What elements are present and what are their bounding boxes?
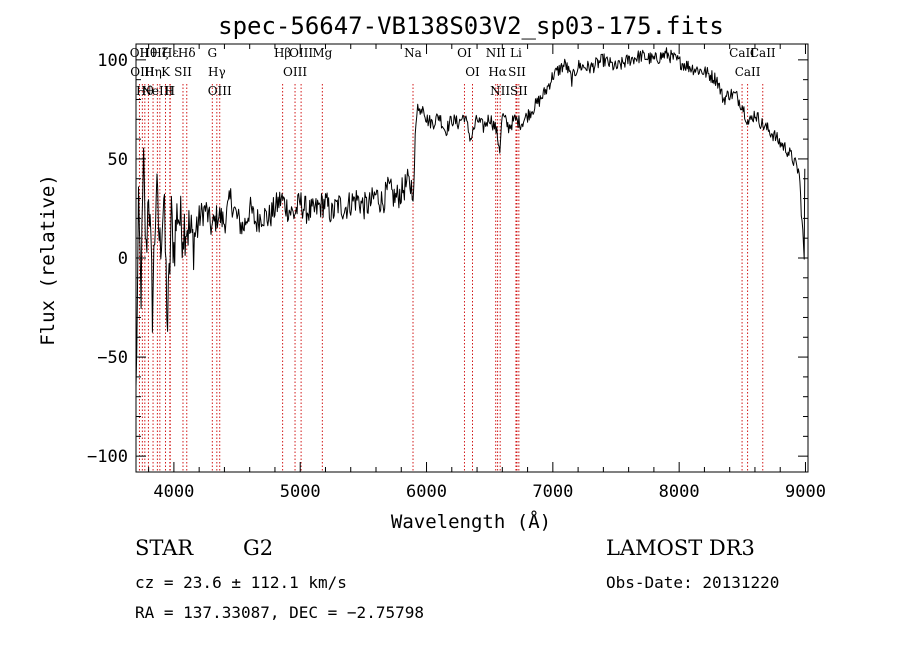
y-tick-label: 100 [97, 51, 128, 71]
redshift-cz: cz = 23.6 ± 112.1 km/s [135, 573, 347, 592]
line-marker-label: Hγ [208, 65, 226, 79]
line-marker-label: NII [486, 46, 506, 60]
ra-dec-coordinates: RA = 137.33087, DEC = −2.75798 [135, 603, 424, 622]
line-marker-label: OII [130, 46, 150, 60]
x-tick-label: 9000 [785, 482, 826, 502]
line-marker-label: Hθ [136, 84, 154, 98]
spectrum-line [135, 47, 806, 387]
line-marker-label: G [207, 46, 217, 60]
survey-name: LAMOST DR3 [606, 536, 755, 560]
line-marker-label: NII [490, 84, 510, 98]
line-marker-label: Hδ [178, 46, 196, 60]
spectrum-series [135, 47, 806, 387]
y-tick-label: 50 [108, 150, 128, 170]
line-marker-label: SII [508, 65, 526, 79]
spectral-line-markers: OIIOIIIHθHθHηNeIIIHζKHHεSIIHδGHγOIIIHβOI… [130, 46, 776, 472]
object-subclass: G2 [243, 536, 274, 560]
object-type: STAR [135, 536, 194, 560]
line-marker-label: CaII [735, 65, 761, 79]
line-marker-label: Mg [312, 46, 332, 60]
observation-date: Obs-Date: 20131220 [606, 573, 780, 592]
line-marker-label: OIII [208, 84, 232, 98]
x-tick-label: 4000 [153, 482, 194, 502]
line-marker-label: OIII [289, 46, 313, 60]
line-marker-label: Hα [488, 65, 507, 79]
axis-ticks: 4000 5000 6000 7000 8000 9000 −100 −50 0 50 100 [87, 44, 826, 502]
x-tick-label: 7000 [532, 482, 573, 502]
line-marker-label: OI [465, 65, 480, 79]
y-tick-label: −100 [87, 447, 128, 467]
line-marker-label: OI [457, 46, 472, 60]
line-marker-label: OIII [283, 65, 307, 79]
y-axis-label: Flux (relative) [37, 174, 59, 346]
chart-title: spec-56647-VB138S03V2_sp03-175.fits [218, 12, 724, 40]
line-marker-label: CaII [750, 46, 776, 60]
x-axis-label: Wavelength (Å) [391, 510, 551, 533]
line-marker-label: Hη [144, 65, 162, 79]
y-tick-label: −50 [97, 348, 128, 368]
line-marker-label: K [161, 65, 171, 79]
line-marker-label: SII [510, 84, 528, 98]
x-tick-label: 5000 [280, 482, 321, 502]
x-tick-label: 6000 [406, 482, 447, 502]
line-marker-label: OIII [130, 65, 154, 79]
x-tick-label: 8000 [659, 482, 700, 502]
line-marker-label: Hε [162, 46, 179, 60]
line-marker-label: Hθ [140, 46, 158, 60]
line-marker-label: CaII [729, 46, 755, 60]
line-marker-label: Na [404, 46, 422, 60]
y-tick-label: 0 [118, 249, 128, 269]
line-marker-label: Li [510, 46, 522, 60]
line-marker-label: Hζ [151, 46, 168, 60]
line-marker-label: Hβ [274, 46, 291, 60]
line-marker-label: SII [174, 65, 192, 79]
